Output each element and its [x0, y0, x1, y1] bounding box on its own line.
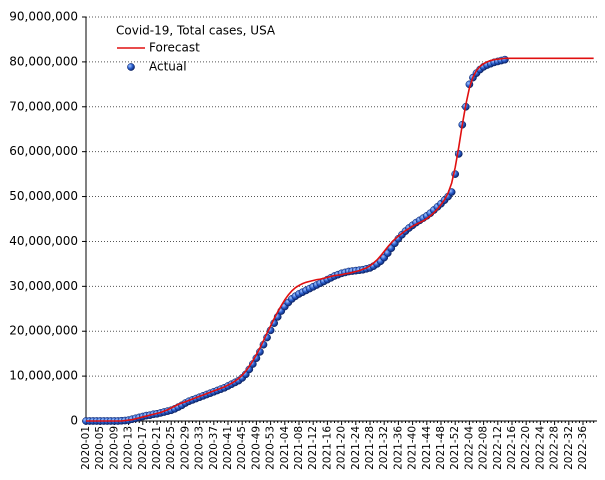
y-tick-label: 10,000,000	[9, 369, 78, 383]
y-tick-label: 30,000,000	[9, 279, 78, 293]
x-tick-label: 2021-28	[364, 426, 376, 470]
x-tick-label: 2021-52	[449, 426, 461, 470]
x-tick-label: 2022-04	[463, 426, 475, 470]
x-tick-label: 2021-12	[307, 426, 319, 470]
x-tick-label: 2020-09	[108, 426, 120, 470]
y-tick-label: 0	[70, 414, 78, 428]
data-point	[501, 55, 509, 64]
forecast-line	[86, 57, 594, 422]
x-tick-label: 2020-21	[151, 426, 163, 470]
x-tick-label: 2021-40	[407, 426, 419, 470]
x-tick-label: 2021-04	[279, 426, 291, 470]
x-tick-label: 2021-16	[321, 426, 333, 470]
chart-title: Covid-19, Total cases, USA	[116, 24, 276, 38]
x-tick-label: 2022-12	[492, 426, 504, 470]
x-tick-label: 2021-08	[293, 426, 305, 470]
x-tick-label: 2020-49	[250, 426, 262, 470]
y-tick-label: 40,000,000	[9, 234, 78, 248]
y-tick-label: 80,000,000	[9, 54, 78, 68]
x-tick-label: 2021-48	[435, 426, 447, 470]
x-tick-label: 2020-33	[194, 426, 206, 470]
y-tick-label: 90,000,000	[9, 10, 78, 24]
x-tick-label: 2020-05	[94, 426, 106, 470]
x-tick-label: 2022-28	[549, 426, 561, 470]
x-tick-label: 2022-24	[534, 426, 546, 470]
x-tick-label: 2020-41	[222, 426, 234, 470]
x-tick-label: 2022-36	[577, 426, 589, 470]
x-tick-label: 2020-53	[265, 426, 277, 470]
legend-label: Actual	[149, 60, 187, 74]
x-tick-label: 2021-44	[421, 426, 433, 470]
x-tick-label: 2022-20	[520, 426, 532, 470]
legend-label: Forecast	[149, 41, 200, 55]
x-tick-label: 2021-24	[350, 426, 362, 470]
x-tick-label: 2020-25	[165, 426, 177, 470]
x-tick-label: 2021-36	[392, 426, 404, 470]
x-tick-label: 2020-29	[179, 426, 191, 470]
x-tick-label: 2020-37	[208, 426, 220, 470]
x-tick-label: 2021-32	[378, 426, 390, 470]
x-tick-label: 2021-20	[336, 426, 348, 470]
y-tick-label: 50,000,000	[9, 189, 78, 203]
x-tick-label: 2020-17	[137, 426, 149, 470]
x-tick-label: 2020-01	[80, 426, 92, 470]
y-tick-label: 60,000,000	[9, 144, 78, 158]
y-tick-label: 20,000,000	[9, 324, 78, 338]
legend-marker	[127, 63, 135, 71]
x-tick-label: 2020-13	[123, 426, 135, 470]
x-tick-label: 2020-45	[236, 426, 248, 470]
y-tick-label: 70,000,000	[9, 99, 78, 113]
x-tick-label: 2022-08	[478, 426, 490, 470]
x-tick-label: 2022-32	[563, 426, 575, 470]
x-tick-label: 2022-16	[506, 426, 518, 470]
